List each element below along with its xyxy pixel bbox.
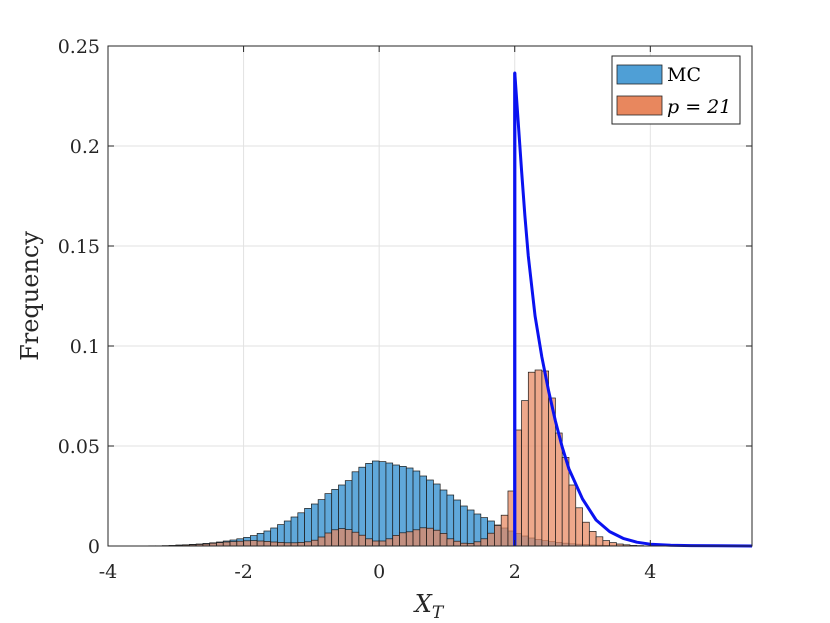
y-tick-label: 0.05 [58,436,100,458]
histogram-bar [283,520,292,547]
histogram-bar [304,508,312,547]
histogram-bar [229,541,238,547]
histogram-bar [243,540,251,547]
histogram-bar [331,529,339,547]
legend: MC p = 21 [611,55,741,125]
histogram-bar [365,463,373,547]
histogram-bar [311,503,319,547]
plot-frame [107,45,753,547]
histogram-bar [372,540,380,547]
histogram-bar [602,540,610,547]
histogram-bar [290,516,299,547]
histogram-bar [561,457,570,547]
histogram-bar [439,533,448,547]
legend-label-p21: p = 21 [667,96,731,118]
histogram-bar [453,540,461,547]
legend-swatch-p21 [616,95,663,116]
histogram-bar [236,540,244,547]
x-tick-label: -2 [234,561,253,583]
x-tick-label: -4 [99,561,118,583]
histogram-bar [365,538,373,547]
histogram-bar [216,542,224,547]
histogram-bar [500,514,509,547]
histogram-bar [392,535,400,547]
histogram-bar [405,531,414,547]
density-line [513,71,753,548]
histogram-bar [480,538,488,547]
histogram-bar [494,525,502,547]
histogram-bar [378,540,387,547]
histogram-bar [392,464,400,547]
x-tick-label: 4 [644,561,656,583]
histogram-bar [555,432,563,547]
histogram-bar [521,400,529,547]
histogram-bar [527,371,536,547]
x-axis-label-main: X [413,590,433,618]
histogram-bar [473,513,482,547]
histogram-bar [378,461,387,547]
histogram-bar [222,541,231,547]
histogram-bar [250,540,258,547]
histogram-bar [256,540,265,547]
histogram-bar [595,536,604,547]
y-tick-label: 0 [88,536,100,558]
histogram-bar [473,541,482,547]
histogram-bar [446,538,455,547]
histogram-bar [385,538,394,547]
histogram-bar [426,527,434,547]
histogram-bar [460,505,468,547]
y-tick-label: 0.1 [70,336,100,358]
histogram-bar [487,532,495,547]
x-tick-label: 0 [373,561,385,583]
histogram-bar [304,541,312,547]
histogram-bar [263,541,272,547]
histogram-bar [297,512,305,547]
legend-label-mc: MC [667,64,701,86]
y-tick-label: 0.15 [58,236,100,258]
x-axis-label: XT [413,590,445,623]
histogram-bar [270,541,278,547]
histogram-bar [324,532,333,547]
histogram-bar [358,534,366,547]
histogram-bar [568,484,577,547]
histogram-bar [582,521,590,547]
histogram-bar [297,542,305,547]
histogram-bar [609,542,617,547]
histogram-bar [534,369,543,547]
x-axis-label-subscript: T [432,603,445,623]
density-line-layer [513,71,753,548]
histogram-bar [419,527,427,547]
histogram-bar [338,528,346,547]
histogram-bar [541,370,549,547]
histogram-bar [344,529,353,547]
histogram-bar [466,509,475,547]
histogram-bar [433,529,441,547]
histogram-bar [351,531,360,547]
histogram-bar [358,466,366,547]
histogram-bar [372,460,380,547]
histogram-bar [277,542,285,547]
histogram-bar [412,529,421,547]
y-tick-label: 0.2 [70,136,100,158]
axis-ticks: -4 -2 0 2 4 0 0.05 0.1 0.15 0.2 0.25 [58,36,752,583]
histogram-bar [446,494,455,547]
y-axis-label: Frequency [16,231,44,361]
histogram-bar [575,507,583,547]
histogram-bar [399,532,407,547]
histogram-bar [317,536,326,547]
histogram-bar [453,499,461,547]
x-tick-label: 2 [509,561,521,583]
y-tick-label: 0.25 [58,36,100,58]
histogram-bar [588,531,597,547]
histogram-bar [385,462,394,547]
histogram-bar [311,539,319,547]
legend-swatch-mc [616,64,663,85]
